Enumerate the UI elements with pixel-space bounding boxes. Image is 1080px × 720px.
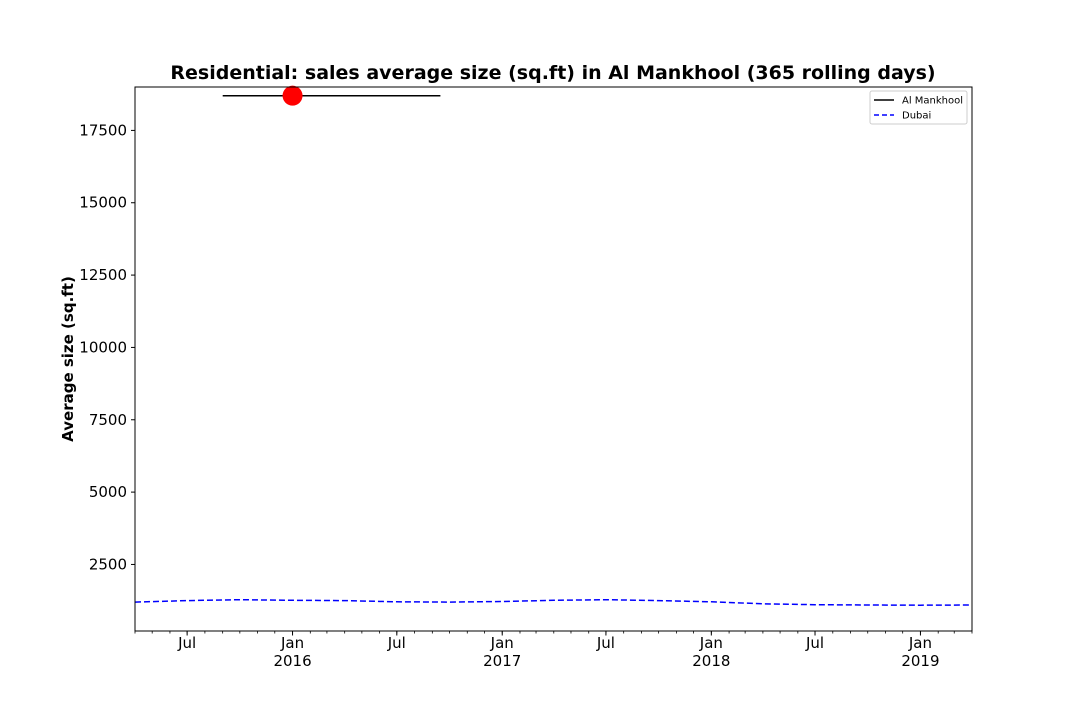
y-tick-label: 10000 <box>79 338 127 356</box>
x-tick-year-label: 2017 <box>483 652 521 670</box>
x-tick-label: Jan <box>280 634 304 652</box>
legend-label-dubai: Dubai <box>902 111 931 122</box>
legend-box <box>869 90 968 125</box>
x-tick-label: Jul <box>596 634 615 652</box>
y-axis-label: Average size (sq.ft) <box>59 276 77 442</box>
y-tick-label: 17500 <box>79 121 127 139</box>
marker-point <box>282 85 303 106</box>
y-tick-label: 5000 <box>89 483 127 501</box>
chart-title: Residential: sales average size (sq.ft) … <box>170 62 935 84</box>
legend-label-al-mankhool: Al Mankhool <box>902 96 963 107</box>
x-tick-year-label: 2019 <box>901 652 939 670</box>
y-tick-label: 15000 <box>79 194 127 212</box>
plot-frame <box>134 86 973 632</box>
y-tick-label: 2500 <box>89 555 127 573</box>
y-tick-label: 7500 <box>89 411 127 429</box>
y-tick-label: 12500 <box>79 266 127 284</box>
x-tick-label: Jul <box>177 634 196 652</box>
x-tick-label: Jan <box>699 634 723 652</box>
x-tick-label: Jan <box>908 634 932 652</box>
x-tick-year-label: 2018 <box>692 652 730 670</box>
x-tick-year-label: 2016 <box>273 652 311 670</box>
x-tick-label: Jan <box>490 634 514 652</box>
legend: Al Mankhool Dubai <box>869 90 968 125</box>
x-tick-label: Jul <box>387 634 406 652</box>
series-line-dubai <box>134 598 973 606</box>
x-tick-label: Jul <box>805 634 824 652</box>
